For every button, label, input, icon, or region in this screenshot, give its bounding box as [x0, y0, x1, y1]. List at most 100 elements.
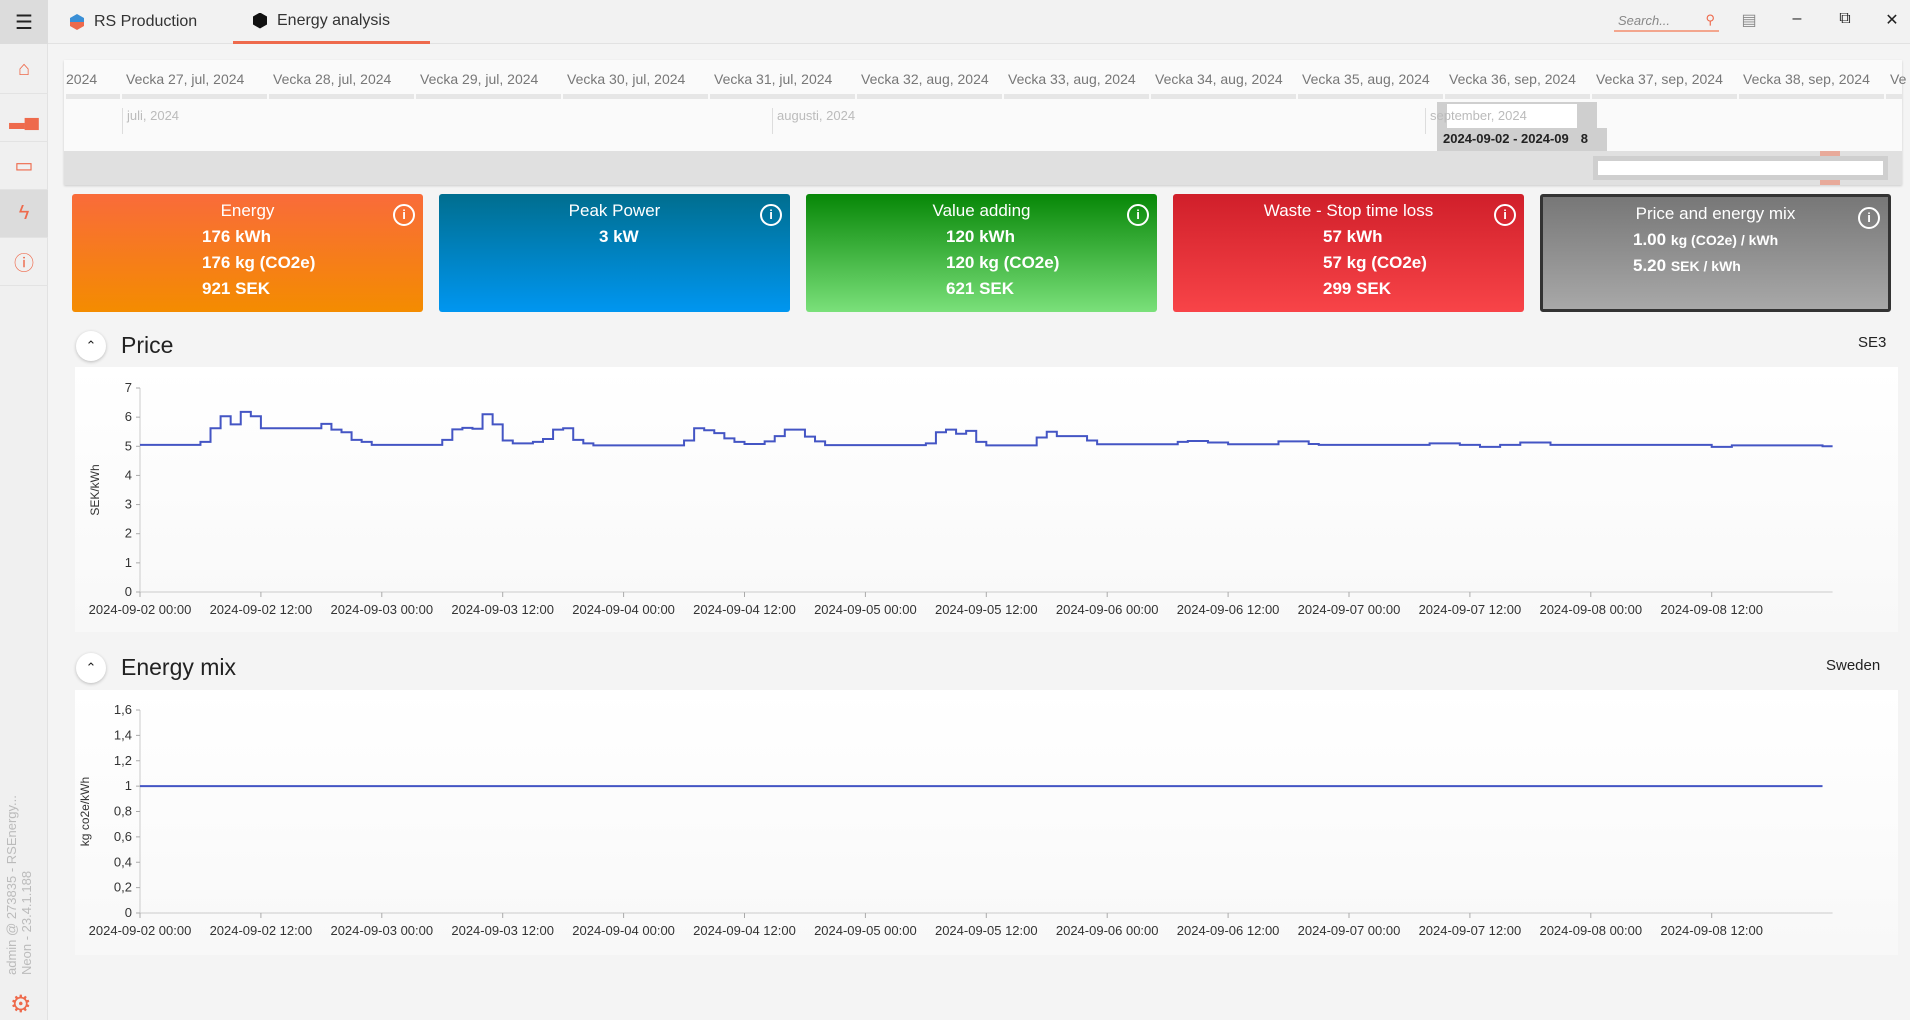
collapse-energy-mix-button[interactable]: ⌃	[76, 653, 106, 683]
collapse-price-button[interactable]: ⌃	[76, 331, 106, 361]
value-number: 5.20	[1633, 256, 1667, 275]
card-value: 176 kg (CO2e)	[202, 253, 316, 272]
week-label[interactable]: Vecka 32, aug, 2024	[861, 71, 989, 87]
card-value: 3 kW	[599, 227, 639, 246]
week-label[interactable]: Ve	[1890, 71, 1907, 87]
week-label[interactable]: Vecka 29, jul, 2024	[420, 71, 539, 87]
version-info: Neon - 23.4.1.188	[19, 870, 34, 975]
week-bar	[1445, 94, 1590, 99]
info-icon[interactable]: i	[1858, 207, 1880, 229]
x-tick-label: 2024-09-03 00:00	[330, 602, 433, 617]
card-title: Peak Power	[568, 201, 661, 220]
range-label: 2024-09-02 - 2024-09	[1443, 131, 1569, 146]
hamburger-menu-icon[interactable]: ☰	[0, 0, 48, 44]
week-bar	[1739, 94, 1884, 99]
week-label[interactable]: Vecka 33, aug, 2024	[1008, 71, 1136, 87]
week-label[interactable]: Vecka 28, jul, 2024	[273, 71, 392, 87]
help-icon: ⓘ	[14, 253, 34, 275]
minimize-icon[interactable]: –	[1792, 10, 1802, 27]
week-bar	[563, 94, 708, 99]
value-unit: SEK / kWh	[1670, 258, 1741, 274]
card-title: Price and energy mix	[1635, 204, 1796, 223]
y-tick-label: 0	[125, 584, 132, 599]
selected-range-inner	[1447, 104, 1577, 128]
x-tick-label: 2024-09-04 12:00	[693, 923, 796, 938]
restore-icon[interactable]: ⧉	[1839, 10, 1851, 27]
y-tick-label: 1,6	[114, 702, 132, 717]
week-label[interactable]: Vecka 34, aug, 2024	[1155, 71, 1283, 87]
info-icon[interactable]: i	[760, 204, 782, 226]
card-value: 57 kg (CO2e)	[1323, 253, 1427, 272]
card-value: 1.00 kg (CO2e) / kWh	[1543, 227, 1888, 253]
energy-mix-chart: 0 0,2 0,4 0,6 0,8 1 1,2 1,4 1,6 2024-09-02 00:00 2…	[78, 702, 1833, 938]
x-tick-label: 2024-09-07 00:00	[1298, 923, 1401, 938]
week-label[interactable]: Vecka 35, aug, 2024	[1302, 71, 1430, 87]
tab-rs-production[interactable]: RS Production	[50, 0, 217, 44]
week-bar	[710, 94, 855, 99]
sidebar-item-monitor[interactable]: ▭	[0, 142, 48, 190]
x-tick-label: 2024-09-07 12:00	[1419, 602, 1522, 617]
timeline-scrollbar-thumb[interactable]	[1593, 156, 1888, 180]
week-bar	[1592, 94, 1737, 99]
gear-icon[interactable]: ⚙	[10, 991, 32, 1018]
week-label[interactable]: Vecka 31, jul, 2024	[714, 71, 833, 87]
week-bar	[66, 94, 120, 99]
price-chart-panel: 0 1 2 3 4 5 6 7 2024-09-02 00:00 2024-09-02 12:00…	[75, 367, 1898, 632]
sidebar-item-home[interactable]: ⌂	[0, 46, 48, 94]
info-icon[interactable]: i	[1127, 204, 1149, 226]
price-region: SE3	[1858, 334, 1887, 351]
tab-energy-analysis[interactable]: Energy analysis	[233, 0, 430, 44]
x-tick-label: 2024-09-04 12:00	[693, 602, 796, 617]
x-tick-label: 2024-09-03 12:00	[451, 602, 554, 617]
card-value: 921 SEK	[202, 279, 271, 298]
sidebar-item-energy[interactable]: ϟ	[0, 190, 48, 238]
x-tick-label: 2024-09-07 12:00	[1419, 923, 1522, 938]
search-icon[interactable]: ⚲	[1705, 12, 1715, 27]
x-tick-label: 2024-09-08 00:00	[1539, 923, 1642, 938]
x-tick-label: 2024-09-05 12:00	[935, 923, 1038, 938]
x-tick-label: 2024-09-05 12:00	[935, 602, 1038, 617]
search-input[interactable]: Search... ⚲	[1614, 10, 1719, 32]
close-icon[interactable]: ✕	[1885, 12, 1899, 29]
y-tick-label: 1,2	[114, 753, 132, 768]
x-tick-label: 2024-09-02 12:00	[210, 602, 313, 617]
sidebar-item-statistics[interactable]: ▂▄	[0, 94, 48, 142]
home-icon: ⌂	[17, 58, 31, 80]
y-axis-label: SEK/kWh	[88, 464, 102, 515]
x-tick-label: 2024-09-04 00:00	[572, 923, 675, 938]
x-tick-label: 2024-09-05 00:00	[814, 923, 917, 938]
info-icon[interactable]: i	[1494, 204, 1516, 226]
y-tick-label: 4	[125, 467, 132, 482]
monitor-icon: ▭	[14, 155, 34, 177]
week-bar	[857, 94, 1002, 99]
tab-label: Energy analysis	[277, 11, 390, 29]
y-tick-label: 0,8	[114, 804, 132, 819]
week-label[interactable]: Vecka 36, sep, 2024	[1449, 71, 1576, 87]
week-label[interactable]: 2024	[66, 71, 98, 87]
info-icon[interactable]: i	[393, 204, 415, 226]
chat-icon[interactable]: ▤	[1741, 12, 1757, 29]
week-label[interactable]: Vecka 27, jul, 2024	[126, 71, 245, 87]
title-bar	[0, 0, 1910, 44]
x-tick-label: 2024-09-02 12:00	[210, 923, 313, 938]
user-info: admin @ 273835 - RSEnergy...	[4, 795, 19, 975]
x-tick-label: 2024-09-07 00:00	[1298, 602, 1401, 617]
week-label[interactable]: Vecka 38, sep, 2024	[1743, 71, 1870, 87]
week-label[interactable]: Vecka 37, sep, 2024	[1596, 71, 1723, 87]
sidebar-item-help[interactable]: ⓘ	[0, 238, 48, 286]
week-label[interactable]: Vecka 30, jul, 2024	[567, 71, 686, 87]
timeline[interactable]: 2024 Vecka 27, jul, 2024 Vecka 28, jul, 20…	[64, 60, 1906, 185]
x-tick-label: 2024-09-08 12:00	[1660, 923, 1763, 938]
y-tick-label: 3	[125, 497, 132, 512]
search-placeholder: Search...	[1618, 12, 1671, 28]
y-tick-label: 0,6	[114, 829, 132, 844]
week-bar	[1004, 94, 1149, 99]
selected-range-label: 2024-09-02 - 2024-09 8	[1437, 128, 1607, 151]
month-label: juli, 2024	[122, 108, 179, 134]
x-tick-label: 2024-09-08 12:00	[1660, 602, 1763, 617]
week-bar	[1298, 94, 1443, 99]
x-tick-label: 2024-09-06 00:00	[1056, 602, 1159, 617]
week-bar	[122, 94, 267, 99]
value-number: 1.00	[1633, 230, 1667, 249]
y-tick-label: 0,4	[114, 854, 132, 869]
